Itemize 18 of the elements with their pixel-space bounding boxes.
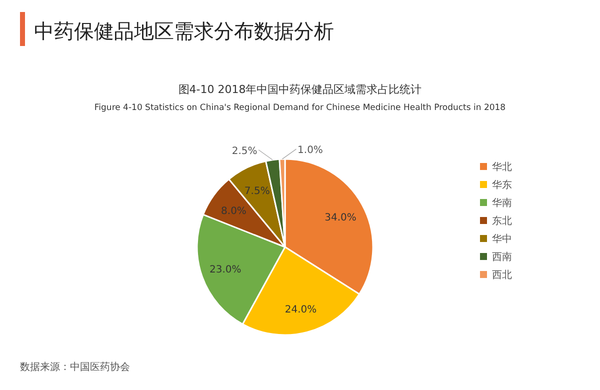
data-label: 8.0% [221,206,246,217]
legend-label: 华中 [492,233,512,245]
chart-title: 中药保健品地区需求分布数据分析 [34,19,334,43]
caption: Figure 4-10 Statistics on China's Regional Demand for Chinese Medicine Health Products in 2018 [94,103,506,113]
data-label: 24.0% [284,304,317,316]
legend-label: 西南 [492,251,512,263]
legend-label: 华东 [492,179,512,191]
source-note: 数据来源：中国医药协会 [20,361,130,373]
legend-label: 华南 [492,197,512,209]
legend-label: 东北 [492,215,512,227]
data-label: 2.5% [232,146,258,157]
chart-subtitle: 图4-10 2018年中国中药保健品区域需求占比统计 [178,83,422,96]
legend-label: 西北 [492,269,512,281]
legend-label: 华北 [492,161,512,173]
data-label: 34.0% [324,212,356,224]
data-label: 7.5% [244,186,270,198]
data-label: 23.0% [209,264,242,276]
data-label: 1.0% [298,145,323,156]
